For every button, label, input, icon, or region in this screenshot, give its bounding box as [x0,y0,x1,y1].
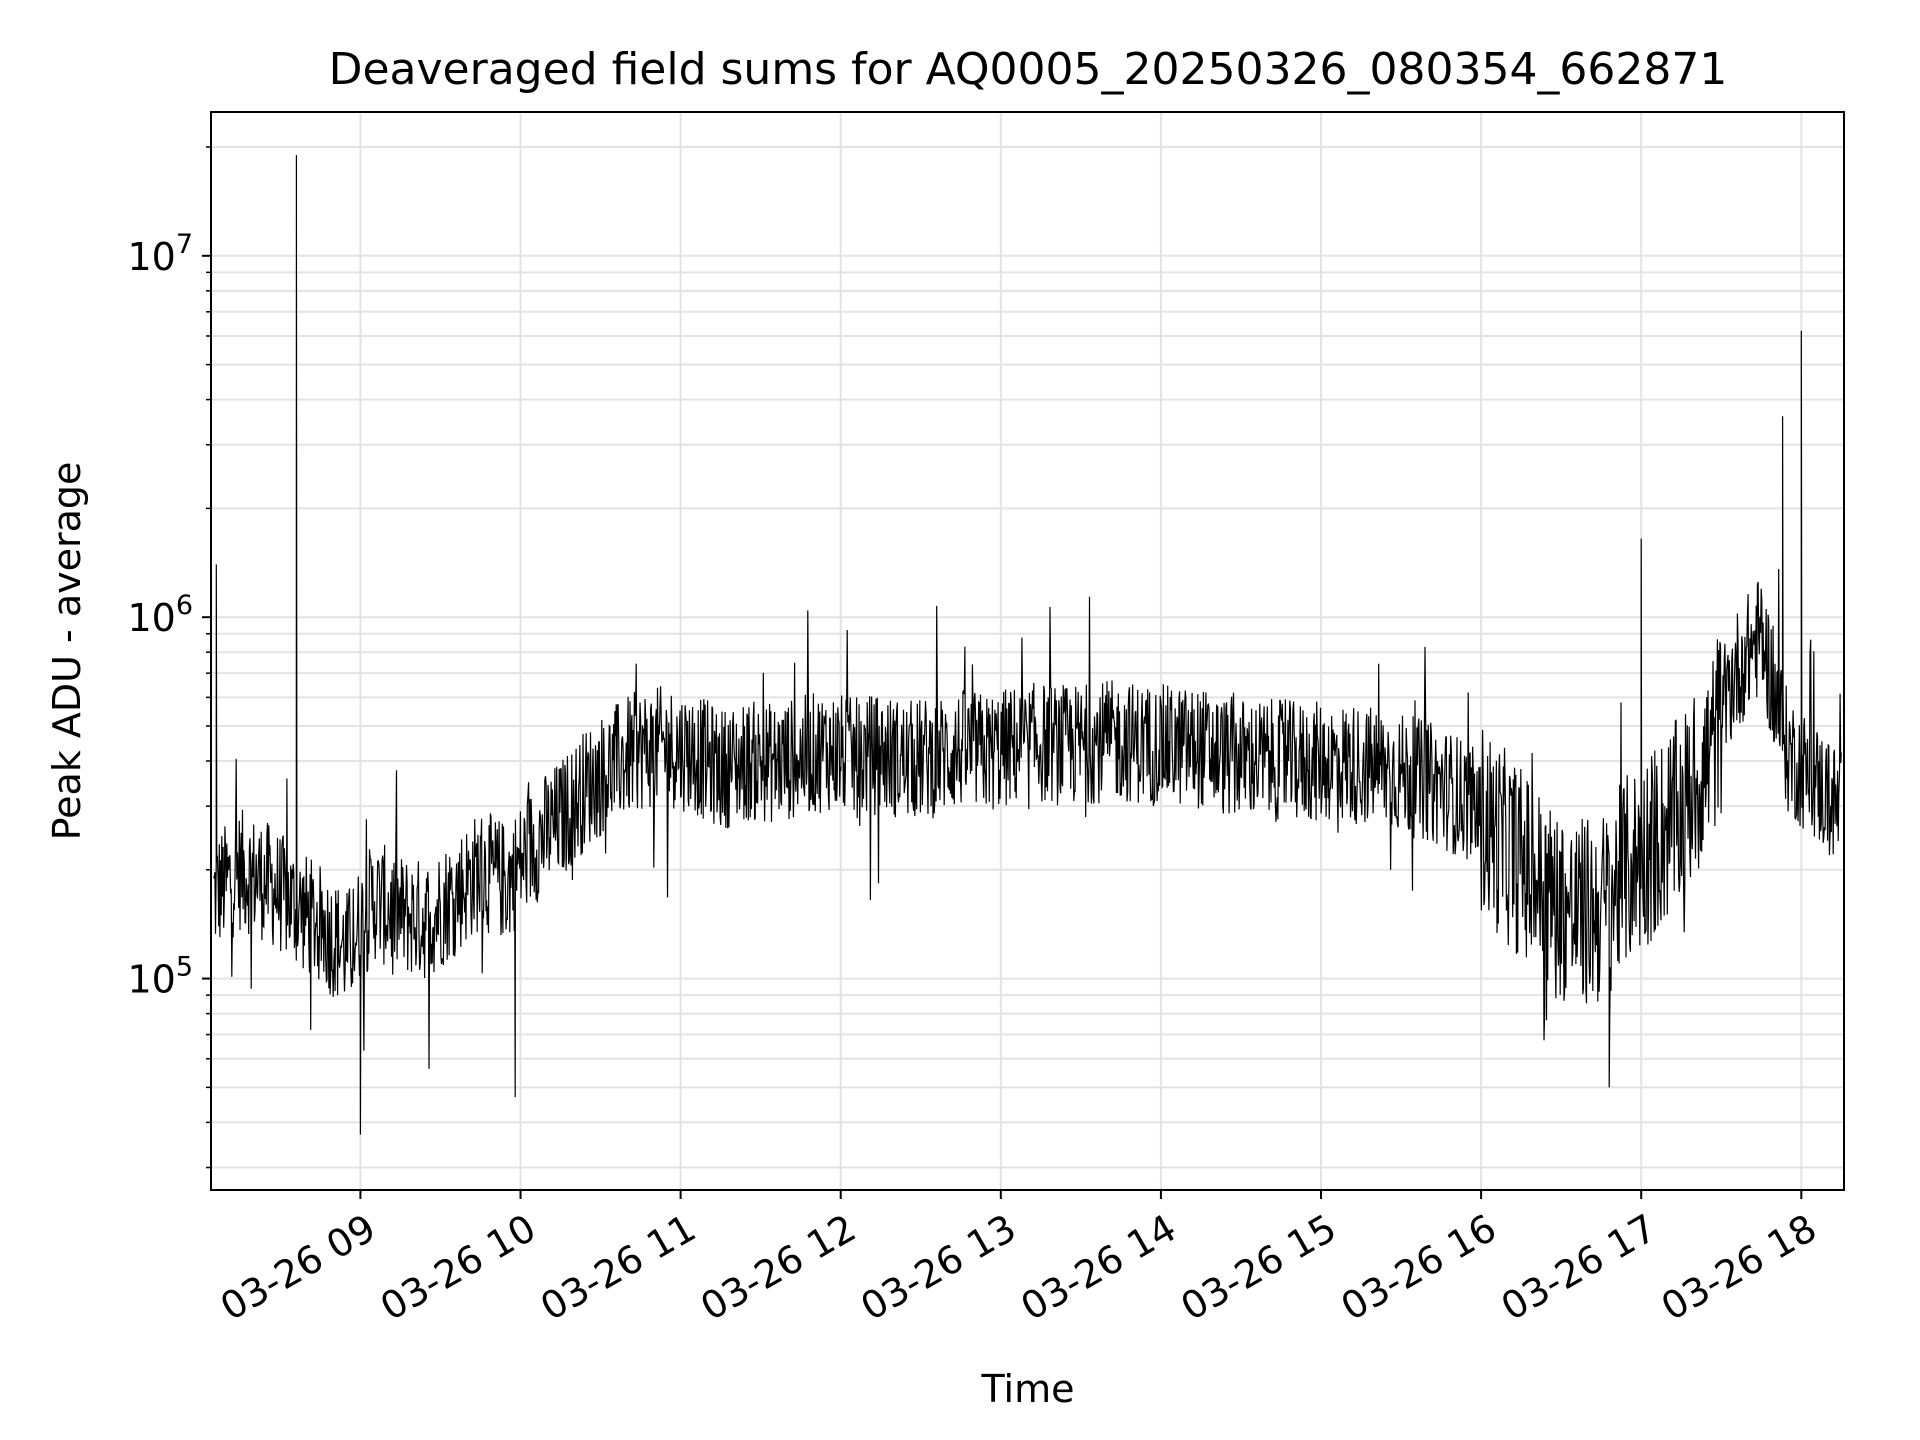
y-tick-base: 10 [127,596,175,640]
y-tick-label: 106 [127,590,193,640]
y-tick-label: 105 [127,952,193,1002]
series-layer [213,155,1842,1135]
chart-title: Deaveraged field sums for AQ0005_2025032… [329,44,1728,95]
plot-frame [210,111,1845,1191]
y-tick-exponent: 6 [176,590,193,621]
series-line-0 [213,155,1842,1135]
grid [211,112,1844,1190]
y-tick-exponent: 5 [176,952,193,983]
y-tick-base: 10 [127,235,175,279]
x-axis-label: Time [981,1367,1075,1411]
y-tick-label: 107 [127,229,193,279]
y-tick-exponent: 7 [176,229,193,260]
y-axis-label: Peak ADU - average [45,462,89,841]
y-tick-base: 10 [127,958,175,1002]
